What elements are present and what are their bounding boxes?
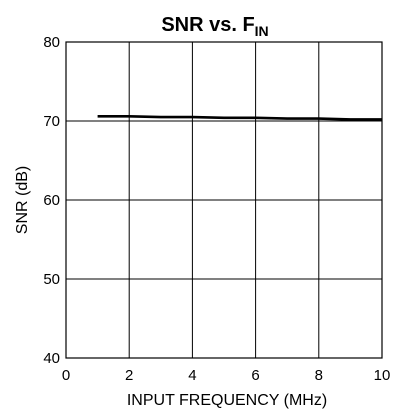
chart-title: SNR vs. FIN: [161, 14, 268, 39]
y-tick-label-4: 80: [43, 34, 60, 51]
x-tick-label-4: 8: [315, 367, 323, 384]
x-tick-label-5: 10: [374, 367, 391, 384]
x-tick-label-0: 0: [62, 367, 70, 384]
x-tick-label-3: 6: [251, 367, 259, 384]
series-group: [97, 115, 382, 121]
y-tick-label-2: 60: [43, 192, 60, 209]
x-tick-label-2: 4: [188, 367, 196, 384]
y-tick-label-1: 50: [43, 271, 60, 288]
chart-title-subscript: IN: [255, 23, 269, 39]
chart-title-main: SNR vs. F: [161, 14, 254, 36]
plot-frame: [65, 41, 383, 359]
x-tick-label-1: 2: [125, 367, 133, 384]
y-tick-label-3: 70: [43, 113, 60, 130]
y-tick-labels: 40 50 60 70 80: [43, 34, 60, 367]
y-axis-label: SNR (dB): [14, 166, 31, 234]
grid: [65, 41, 383, 359]
y-tick-label-0: 40: [43, 350, 60, 367]
x-tick-labels: 0 2 4 6 8 10: [62, 367, 391, 384]
series-line-0: [97, 115, 382, 121]
x-axis-label: INPUT FREQUENCY (MHz): [127, 392, 327, 409]
